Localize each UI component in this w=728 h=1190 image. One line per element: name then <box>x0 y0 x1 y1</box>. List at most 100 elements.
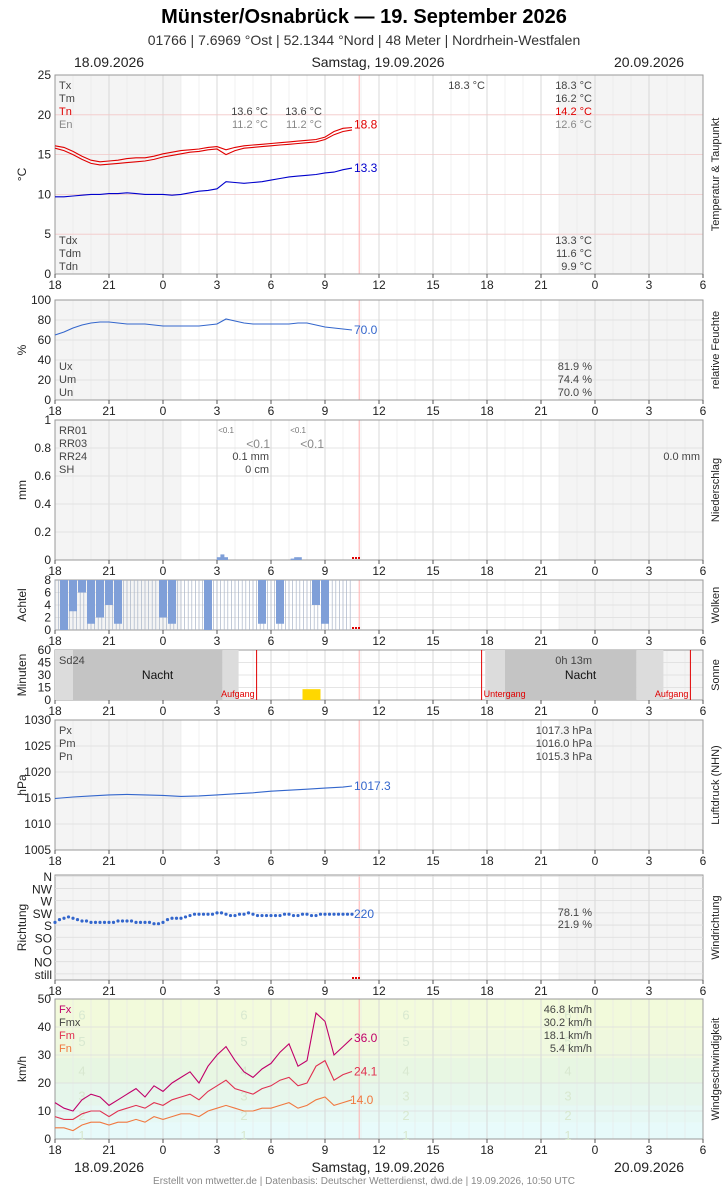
precipitation-xtick: 6 <box>700 564 707 578</box>
dir-point <box>291 913 296 918</box>
dir-label-N: N <box>43 870 52 884</box>
sunshine-xtick: 0 <box>160 704 167 718</box>
clouds-side-label: Wolken <box>710 587 722 623</box>
temperature-ytick: 10 <box>38 187 52 201</box>
stat-value-Fx: 46.8 km/h <box>544 1004 592 1016</box>
series-line-Td <box>55 167 353 198</box>
precip-bar <box>294 557 299 560</box>
clouds-xtick: 12 <box>372 634 386 648</box>
wind_direction-xtick: 3 <box>646 984 653 998</box>
cloud-bar <box>87 580 95 624</box>
dir-point <box>233 913 237 918</box>
dir-point <box>138 920 143 924</box>
dir-point <box>188 913 192 918</box>
series-line-Fx <box>54 1011 353 1112</box>
cloud-bar <box>159 580 167 618</box>
stat-value-Pn: 1015.3 hPa <box>536 751 593 763</box>
temperature-xtick: 21 <box>102 278 116 292</box>
temperature-side-label: Temperatur & Taupunkt <box>710 118 722 232</box>
precipitation-xtick: 9 <box>322 564 329 578</box>
cloud-bar <box>312 580 320 605</box>
clouds-xtick: 3 <box>214 634 221 648</box>
bft-label-2: 2 <box>240 1108 247 1123</box>
wind_speed-xtick: 18 <box>480 1143 494 1157</box>
sunshine-xtick: 6 <box>700 704 707 718</box>
dir-point <box>183 915 188 919</box>
pressure-xtick: 0 <box>592 854 599 868</box>
stat-value-Ux: 81.9 % <box>558 361 592 373</box>
stat-label-RR01: RR01 <box>59 425 87 437</box>
precipitation-xtick: 12 <box>372 564 386 578</box>
dir-label-W: W <box>41 895 53 909</box>
night-label-2: Nacht <box>565 668 597 682</box>
temperature-ytick: 0 <box>44 267 51 281</box>
dir-point <box>278 913 282 918</box>
precipitation-side-label: Niederschlag <box>710 458 722 522</box>
wind_direction-xtick: 18 <box>480 984 494 998</box>
annot-en-2: 11.2 °C <box>286 119 322 131</box>
date-left-top: 18.09.2026 <box>74 54 145 70</box>
precip-bar <box>220 554 225 560</box>
dir-point <box>93 920 98 924</box>
pressure-xtick: 9 <box>322 854 329 868</box>
stat-value-Tn: 14.2 °C <box>555 106 592 118</box>
stat-value-RR01-2: <0.1 <box>290 426 306 435</box>
footer-credits: Erstellt von mtwetter.de | Datenbasis: D… <box>153 1176 575 1187</box>
precipitation-xtick: 21 <box>534 564 548 578</box>
humidity-xtick: 9 <box>322 404 329 418</box>
wind_direction-xtick: 9 <box>322 984 329 998</box>
pressure-xtick: 6 <box>700 854 707 868</box>
dir-point <box>323 912 327 916</box>
stat-label-Tx: Tx <box>59 80 72 92</box>
dir-label-S: S <box>44 919 52 933</box>
pressure-ytick: 1010 <box>24 817 51 831</box>
stat-label-SH: SH <box>59 464 74 476</box>
dir-point <box>98 920 102 924</box>
wind_direction-xtick: 3 <box>214 984 221 998</box>
temperature-xtick: 3 <box>214 278 221 292</box>
dir-point <box>255 913 260 918</box>
pressure-xtick: 3 <box>646 854 653 868</box>
night-block-1 <box>73 650 223 700</box>
humidity-xtick: 6 <box>268 404 275 418</box>
sd24-label: Sd24 <box>59 655 85 667</box>
sunshine-xtick: 3 <box>646 704 653 718</box>
wind_speed-xtick: 12 <box>372 1143 386 1157</box>
dir-stat-0: 78.1 % <box>558 907 592 919</box>
wind_speed-xtick: 9 <box>322 1143 329 1157</box>
precip-bar <box>290 558 295 560</box>
dir-label-SO: SO <box>35 931 52 945</box>
dir-point <box>147 920 152 924</box>
dir-point <box>282 912 287 916</box>
sunshine-xtick: 21 <box>102 704 116 718</box>
wind_direction-xtick: 12 <box>372 984 386 998</box>
date-center-bottom: Samstag, 19.09.2026 <box>311 1159 445 1175</box>
sunshine-xtick: 15 <box>426 704 440 718</box>
precip-bar <box>216 557 221 560</box>
stat-label-Un: Un <box>59 387 73 399</box>
stat-value-Fn: 5.4 km/h <box>550 1043 592 1055</box>
stat-label-Tdm: Tdm <box>59 248 81 260</box>
wind_speed-xtick: 3 <box>214 1143 221 1157</box>
stat-label-Fm: Fm <box>59 1030 75 1042</box>
last-pressure-label: 1017.3 <box>354 779 391 793</box>
bft-label-5: 5 <box>564 1034 571 1049</box>
twilight-2 <box>222 650 239 700</box>
precipitation-xtick: 0 <box>160 564 167 578</box>
last-temp-label: 18.8 <box>354 117 378 131</box>
dir-point <box>179 916 183 920</box>
bft-label-6: 6 <box>78 1007 85 1022</box>
dir-point <box>210 912 215 916</box>
clouds-xtick: 9 <box>322 634 329 648</box>
stat-value-En: 12.6 °C <box>555 119 592 131</box>
dir-point <box>71 916 75 920</box>
precipitation-ytick: 0.8 <box>34 441 51 455</box>
bft-label-1: 1 <box>78 1128 85 1143</box>
bft-label-3: 3 <box>564 1089 571 1104</box>
dir-point <box>309 913 314 918</box>
wind_direction-side-label: Windrichtung <box>710 895 722 959</box>
pressure-night-bg-1 <box>55 720 181 850</box>
date-right-bottom: 20.09.2026 <box>614 1159 685 1175</box>
pressure-xtick: 6 <box>268 854 275 868</box>
